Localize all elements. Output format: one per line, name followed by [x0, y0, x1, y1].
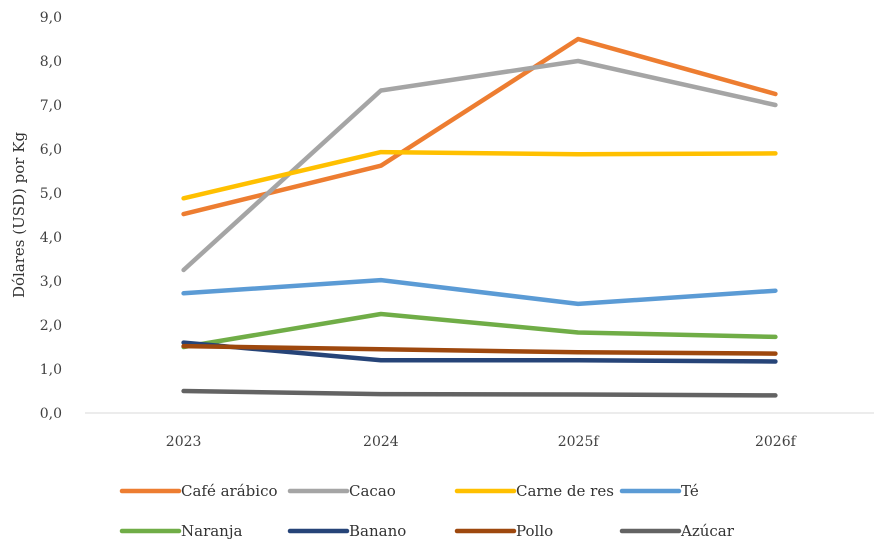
legend: Café arábico Cacao Carne de res Té Naranja Ba…: [119, 482, 735, 540]
legend-label: Té: [681, 482, 699, 500]
y-tick-label: 1,0: [40, 362, 62, 378]
legend-item: Café arábico: [119, 482, 278, 500]
legend-item: Naranja: [119, 522, 242, 540]
x-tick-label: 2025f: [558, 434, 601, 450]
y-tick-label: 4,0: [40, 230, 62, 246]
legend-label: Café arábico: [181, 482, 278, 500]
legend-label: Carne de res: [516, 482, 614, 500]
legend-label: Banano: [349, 522, 406, 540]
legend-item: Azúcar: [619, 522, 735, 540]
series-line-0: [181, 36, 778, 217]
legend-label: Cacao: [349, 482, 396, 500]
legend-item: Cacao: [287, 482, 396, 500]
y-tick-label: 0,0: [40, 406, 62, 422]
series-line-6: [181, 343, 778, 356]
series-line-7: [181, 388, 778, 398]
legend-label: Naranja: [181, 522, 242, 540]
y-tick-label: 8,0: [40, 54, 62, 70]
legend-item: Pollo: [454, 522, 553, 540]
legend-item: Banano: [287, 522, 406, 540]
y-tick-label: 3,0: [40, 274, 62, 290]
legend-label: Azúcar: [680, 522, 735, 540]
y-tick-labels: 0,0 1,0 2,0 3,0 4,0 5,0 6,0 7,0 8,0 9,0: [40, 10, 62, 422]
y-tick-label: 5,0: [40, 186, 62, 202]
series-line-1: [181, 58, 778, 273]
legend-item: Carne de res: [454, 482, 614, 500]
legend-item: Té: [619, 482, 699, 500]
series-line-5: [181, 340, 778, 364]
series-line-4: [181, 311, 778, 350]
x-tick-label: 2024: [363, 434, 399, 450]
y-tick-label: 6,0: [40, 142, 62, 158]
series-line-3: [181, 277, 778, 307]
y-tick-label: 7,0: [40, 98, 62, 114]
series-lines: [181, 36, 778, 398]
x-tick-label: 2026f: [755, 434, 798, 450]
legend-label: Pollo: [516, 522, 553, 540]
x-tick-label: 2023: [166, 434, 202, 450]
x-tick-labels: 2023 2024 2025f 2026f: [166, 434, 798, 450]
series-line-2: [181, 149, 778, 201]
y-axis-label: Dólares (USD) por Kg: [10, 132, 28, 299]
y-tick-label: 2,0: [40, 318, 62, 334]
y-tick-label: 9,0: [40, 10, 62, 26]
